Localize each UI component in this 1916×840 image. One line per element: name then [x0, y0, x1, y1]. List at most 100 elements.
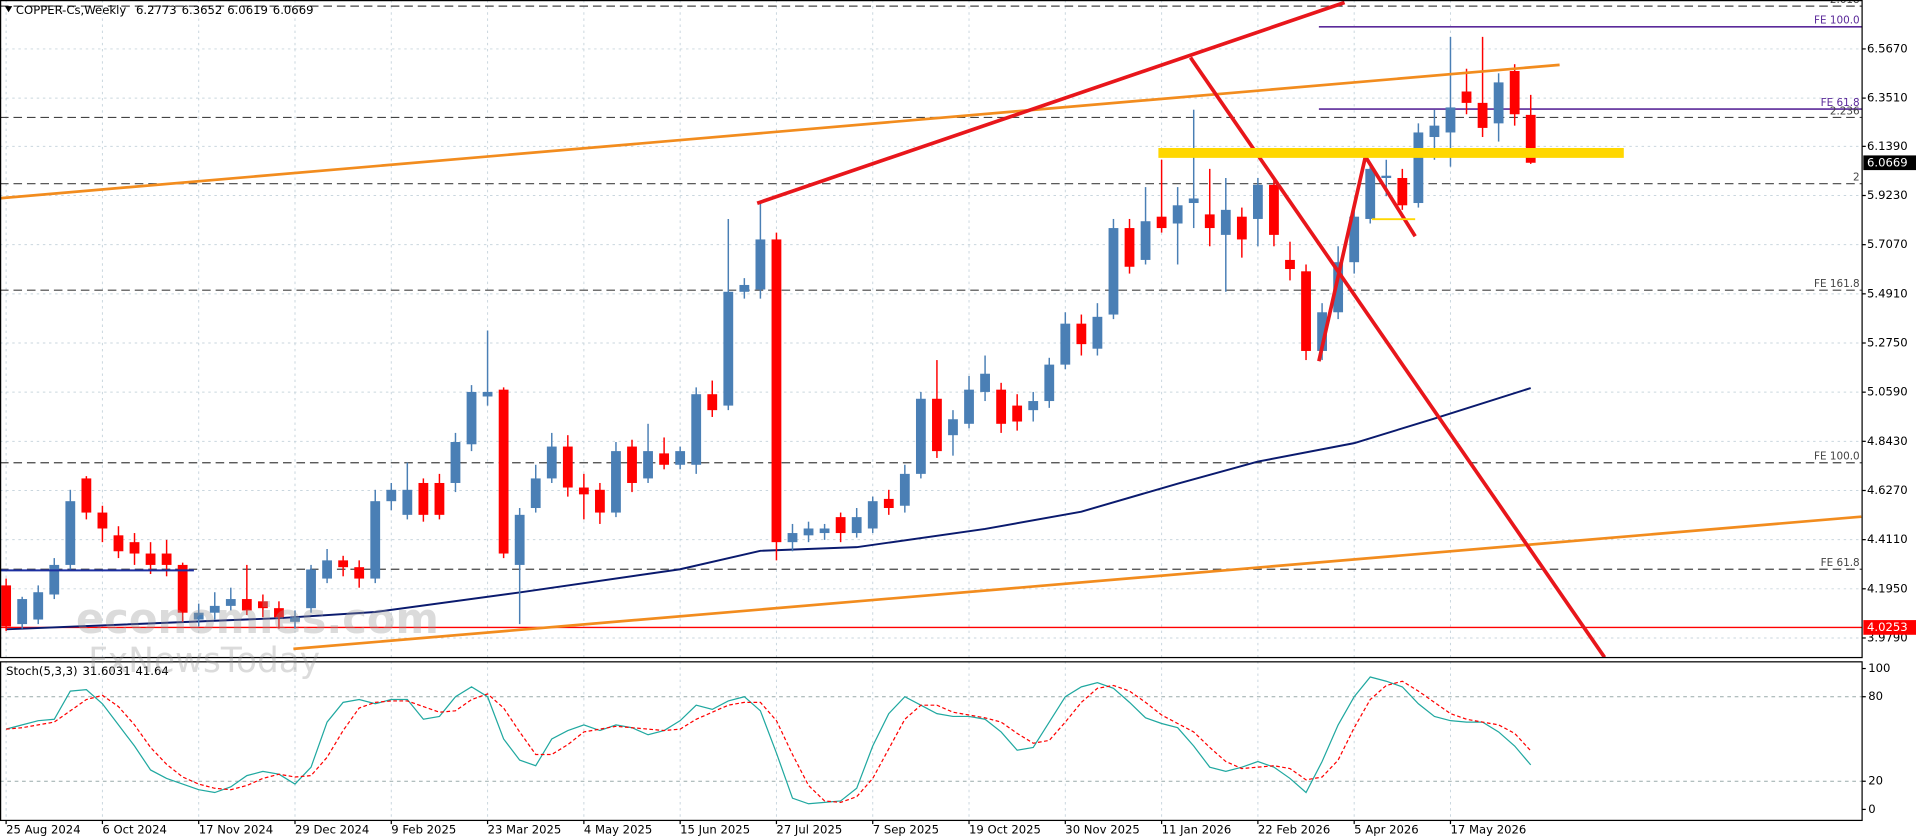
- candle-body: [867, 501, 878, 529]
- candle-body: [1044, 364, 1055, 402]
- x-tick-label: 30 Nov 2025: [1065, 823, 1139, 837]
- candle-body: [1076, 323, 1087, 345]
- candle-body: [980, 373, 990, 392]
- y-tick-label: 5.2750: [1867, 336, 1908, 350]
- candle-body: [402, 489, 413, 515]
- candle-body: [1236, 216, 1247, 240]
- x-tick-label: 22 Feb 2026: [1258, 823, 1330, 837]
- marked-price-box: [1863, 620, 1916, 635]
- x-tick-label: 6 Oct 2024: [102, 823, 166, 837]
- stochastic-frame: [0, 661, 1863, 822]
- y-tick-label: 100: [1868, 661, 1890, 675]
- candle-body: [161, 553, 172, 565]
- candle-body: [627, 446, 637, 483]
- candle-body: [1252, 184, 1263, 219]
- candle-body: [338, 560, 349, 568]
- y-tick-label: 5.4910: [1867, 286, 1908, 300]
- candle-body: [707, 394, 718, 411]
- level-label: FE 100.0: [1814, 451, 1860, 463]
- x-tick-label: 15 Jun 2025: [680, 823, 750, 837]
- candle-body: [1220, 209, 1231, 235]
- current-price-box: [1863, 155, 1916, 171]
- stochastic-panel: [0, 661, 1863, 821]
- y-tick-label: 5.0590: [1867, 385, 1908, 399]
- candle-body: [691, 394, 702, 465]
- candle-body: [81, 478, 92, 513]
- candle-body: [1493, 82, 1504, 124]
- level-label: 2: [1853, 172, 1860, 184]
- candle-body: [97, 512, 108, 529]
- x-tick-label: 11 Jan 2026: [1162, 823, 1232, 837]
- y-tick-label: 80: [1868, 689, 1883, 703]
- candle-body: [225, 599, 236, 606]
- candle-body: [771, 239, 782, 543]
- candle-body: [915, 398, 926, 474]
- price-frame: [0, 0, 1863, 659]
- x-tick-label: 23 Mar 2025: [488, 823, 562, 837]
- candle-body: [434, 482, 445, 515]
- level-label: FE 61.8: [1821, 97, 1860, 109]
- candle-body: [1381, 175, 1392, 178]
- candle-body: [65, 501, 76, 565]
- y-tick-label: 0: [1868, 802, 1875, 816]
- candle-body: [1301, 271, 1311, 351]
- marked-price-label: 4.0253: [1867, 620, 1908, 634]
- candle-body: [322, 560, 332, 579]
- candle-body: [835, 517, 846, 534]
- candle-body: [1140, 221, 1151, 260]
- y-tick-label: 6.1390: [1867, 139, 1908, 153]
- candle-body: [1156, 216, 1167, 229]
- candle-body: [964, 389, 974, 424]
- candle-body: [899, 473, 910, 506]
- candle-body: [1, 585, 12, 627]
- candle-body: [1204, 214, 1215, 229]
- candle-body: [996, 389, 1007, 424]
- x-tick-label: 7 Sep 2025: [873, 823, 939, 837]
- candle-body: [643, 451, 653, 479]
- candle-body: [851, 517, 862, 534]
- y-tick-label: 6.3510: [1867, 91, 1908, 105]
- current-price-label: 6.0669: [1867, 155, 1908, 169]
- level-label: FE 61.8: [1821, 557, 1860, 569]
- trendline: [293, 515, 1862, 651]
- y-tick-label: 6.5670: [1867, 41, 1908, 55]
- candle-body: [33, 592, 44, 620]
- candle-body: [1477, 102, 1488, 128]
- x-tick-label: 25 Aug 2024: [6, 823, 80, 837]
- candle-body: [306, 569, 316, 609]
- candle-body: [932, 398, 942, 452]
- candle-body: [803, 528, 814, 536]
- candle-body: [1365, 168, 1376, 219]
- candle-body: [1092, 316, 1103, 349]
- candle-body: [1124, 228, 1135, 267]
- candle-body: [1108, 228, 1119, 315]
- candle-body: [1269, 184, 1279, 235]
- x-tick-label: 19 Oct 2025: [969, 823, 1041, 837]
- trendline: [0, 63, 1560, 200]
- y-tick-label: 5.9230: [1867, 188, 1908, 202]
- y-tick-label: 4.4110: [1867, 532, 1908, 546]
- candle-body: [482, 391, 493, 397]
- x-tick-label: 9 Feb 2025: [391, 823, 456, 837]
- candle-body: [1060, 323, 1071, 365]
- candle-body: [466, 391, 477, 445]
- candle-body: [611, 451, 621, 513]
- candle-body: [1445, 107, 1456, 133]
- candle-body: [193, 612, 204, 620]
- y-tick-label: 20: [1868, 774, 1883, 788]
- candle-body: [386, 489, 397, 502]
- candle-body: [209, 605, 220, 613]
- candle-body: [675, 451, 686, 465]
- candle-body: [290, 617, 300, 622]
- candle-body: [659, 453, 670, 465]
- candle-body: [145, 553, 156, 565]
- candle-body: [1028, 401, 1039, 411]
- y-tick-label: 5.7070: [1867, 237, 1908, 251]
- candle-body: [883, 498, 894, 509]
- candle-body: [49, 564, 60, 595]
- candle-body: [274, 608, 284, 618]
- candle-body: [177, 564, 188, 613]
- y-tick-label: 4.6270: [1867, 483, 1908, 497]
- candle-body: [546, 446, 557, 479]
